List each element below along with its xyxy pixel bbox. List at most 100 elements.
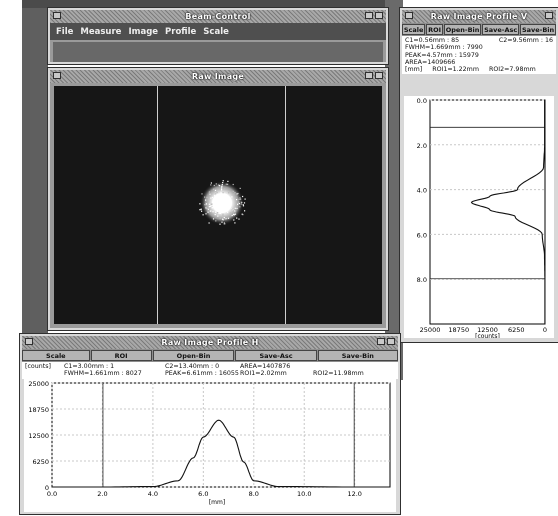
peak-readout: PEAK=6.61mm : 16055 (165, 370, 239, 377)
beam-speck (233, 213, 235, 216)
profile-v-chart[interactable]: 0.0 2.0 4.0 6.0 8.0 25000 18750 12500 6250 0 [coun… (404, 96, 554, 340)
beam-speck (205, 213, 207, 215)
beam-speck (211, 203, 213, 205)
beam-control-titlebar[interactable]: Beam-Control (50, 10, 386, 23)
window-menu-icon[interactable] (53, 12, 61, 19)
menu-bar: File Measure Image Profile Scale (50, 23, 386, 40)
profile-h-chart[interactable]: 25000 18750 12500 6250 00.0 2.0 4.0 6.0 8.0 10.0 1… (24, 379, 396, 512)
save-bin-button[interactable]: Save-Bin (317, 350, 398, 361)
maximize-icon[interactable] (375, 72, 383, 79)
roi-button[interactable]: ROI (426, 24, 443, 35)
beam-speck (218, 184, 220, 186)
beam-speck (211, 196, 213, 199)
beam-speck (222, 219, 224, 221)
beam-speck (232, 183, 234, 186)
scale-button[interactable]: Scale (402, 24, 426, 35)
minimize-icon[interactable] (365, 72, 373, 79)
beam-speck (239, 197, 241, 199)
beam-speck (238, 198, 240, 200)
beam-speck (210, 184, 212, 186)
beam-speck (215, 193, 217, 195)
beam-speck (232, 190, 234, 192)
maximize-icon[interactable] (375, 12, 383, 19)
open-bin-button[interactable]: Open-Bin (443, 24, 482, 35)
scale-button[interactable]: Scale (22, 350, 90, 361)
beam-speck (221, 184, 223, 186)
x-tick-label: 4.0 (148, 490, 158, 498)
beam-speck (222, 213, 224, 215)
open-bin-button[interactable]: Open-Bin (152, 350, 235, 361)
x-tick-label: 10.0 (297, 490, 311, 498)
maximize-icon[interactable] (545, 12, 553, 19)
minimize-icon[interactable] (377, 338, 385, 345)
raw-image-window: Raw Image (47, 67, 389, 331)
beam-speck (227, 211, 229, 213)
window-menu-icon[interactable] (53, 72, 61, 79)
beam-speck (237, 192, 239, 195)
beam-speck (210, 182, 212, 184)
menu-file[interactable]: File (56, 26, 74, 37)
window-menu-icon[interactable] (25, 338, 33, 345)
roi-line-left[interactable] (157, 86, 158, 324)
beam-speck (204, 196, 206, 198)
beam-speck (222, 214, 224, 216)
roi-button[interactable]: ROI (90, 350, 152, 361)
x-tick-label: 8.0 (249, 490, 259, 498)
beam-speck (229, 212, 231, 214)
roi2-readout: ROI2=7.98mm (488, 66, 536, 74)
profile-h-plot-area[interactable]: 25000 18750 12500 6250 0 0.0 2.0 4.0 6.0 8.0 10.0 1… (24, 379, 396, 512)
y-tick-label: 6.0 (417, 231, 427, 239)
beam-speck (209, 193, 211, 195)
profile-h-titlebar[interactable]: Raw Image Profile H (22, 336, 398, 349)
beam-speck (243, 202, 246, 204)
beam-speck (238, 203, 240, 205)
beam-speck (201, 210, 203, 212)
beam-spot (199, 180, 246, 225)
x-tick-label: 0 (543, 326, 547, 334)
profile-v-titlebar[interactable]: Raw Image Profile V (402, 10, 556, 23)
raw-image-titlebar[interactable]: Raw Image (50, 70, 386, 83)
beam-speck (219, 212, 222, 214)
plot-frame (429, 99, 546, 325)
beam-speck (234, 207, 236, 209)
roi2-readout: ROI2=11.98mm (313, 370, 364, 377)
beam-speck (222, 180, 224, 182)
window-menu-icon[interactable] (405, 12, 413, 19)
profile-v-plot-area[interactable]: 0.0 2.0 4.0 6.0 8.0 25000 18750 12500 6250 0 [coun… (404, 96, 554, 340)
beam-control-window: Beam-Control File Measure Image Profile … (47, 7, 389, 65)
x-tick-label: 18750 (448, 326, 469, 334)
beam-speck (236, 205, 238, 207)
roi-line-right[interactable] (285, 86, 286, 324)
beam-speck (236, 199, 238, 201)
beam-speck (221, 188, 223, 190)
menu-profile[interactable]: Profile (165, 26, 197, 37)
beam-speck (213, 184, 215, 187)
beam-speck (241, 201, 243, 204)
menu-image[interactable]: Image (128, 26, 159, 37)
beam-speck (234, 211, 236, 213)
beam-speck (234, 192, 236, 194)
y-tick-label: 8.0 (417, 276, 427, 284)
y-tick-label: 18750 (28, 406, 49, 414)
profile-v-series (470, 100, 546, 324)
beam-speck (223, 217, 225, 219)
beam-speck (224, 188, 226, 190)
raw-image-title: Raw Image (191, 72, 245, 81)
minimize-icon[interactable] (365, 12, 373, 19)
save-bin-button[interactable]: Save-Bin (520, 24, 557, 35)
y-tick-label: 25000 (28, 380, 49, 388)
maximize-icon[interactable] (387, 338, 395, 345)
beam-image-canvas[interactable] (54, 86, 382, 324)
x-tick-label: 0.0 (47, 490, 57, 498)
desktop-band (385, 0, 403, 380)
beam-speck (228, 192, 230, 194)
beam-speck (207, 208, 209, 210)
save-asc-button[interactable]: Save-Asc (235, 350, 317, 361)
beam-speck (210, 197, 212, 199)
beam-speck (208, 222, 210, 224)
save-asc-button[interactable]: Save-Asc (482, 24, 520, 35)
beam-speck (199, 209, 201, 211)
menu-measure[interactable]: Measure (80, 26, 122, 37)
menu-scale[interactable]: Scale (203, 26, 229, 37)
beam-speck (227, 217, 230, 219)
